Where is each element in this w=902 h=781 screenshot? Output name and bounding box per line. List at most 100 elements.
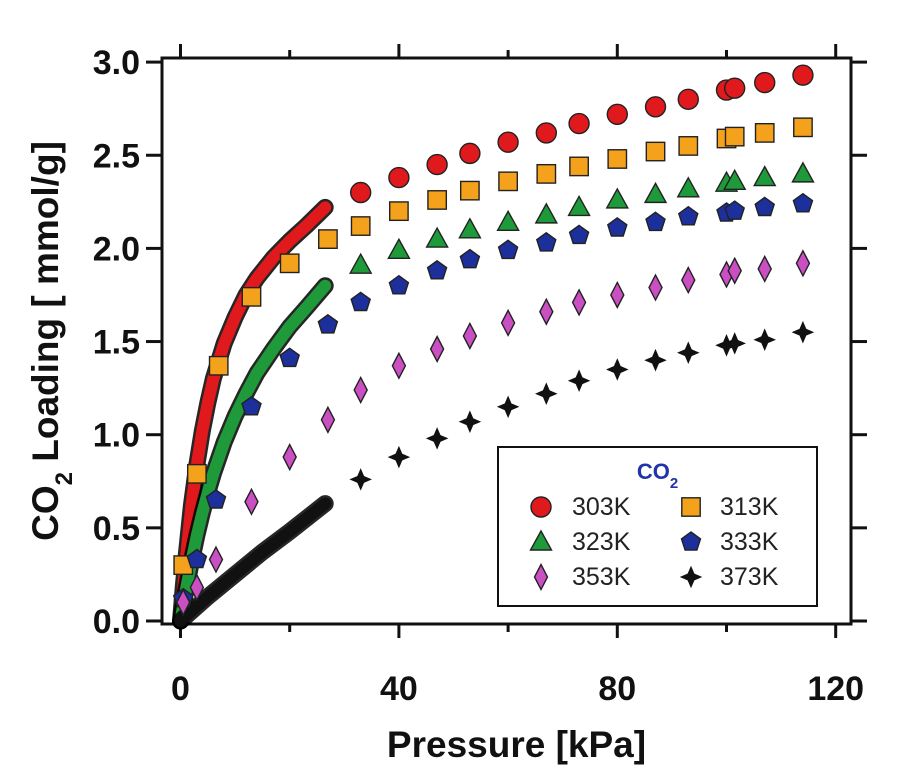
data-point-353K: [500, 308, 516, 337]
series-373K: [349, 320, 815, 491]
legend-label-303K: 303K: [572, 493, 631, 521]
data-point-303K: [677, 88, 699, 111]
data-point-303K: [792, 64, 814, 86]
data-point-303K: [754, 71, 776, 94]
data-point-333K: [497, 239, 519, 260]
data-point-353K: [571, 288, 587, 317]
y-axis-title: CO2 Loading [ mmol/g]: [25, 141, 78, 541]
data-point-313K: [569, 156, 589, 177]
data-point-323K: [567, 194, 591, 217]
data-point-313K: [498, 171, 518, 192]
data-point-333K: [426, 259, 448, 280]
data-point-313K: [279, 253, 300, 274]
axes: 0 40 80 120 0.0 0.5 1.0 1.5 2.0 2.5 3.0: [93, 44, 867, 708]
data-point-333K: [535, 231, 557, 252]
data-point-353K: [648, 273, 663, 302]
data-point-313K: [318, 229, 338, 249]
data-point-313K: [350, 216, 371, 236]
fit-curve-373K: [174, 497, 332, 627]
series-313K: [173, 117, 813, 576]
data-point-333K: [792, 192, 814, 213]
data-point-333K: [350, 291, 372, 312]
legend-marker-303K: [530, 496, 552, 518]
data-point-353K: [680, 266, 696, 295]
data-point-323K: [496, 209, 520, 232]
series-323K: [348, 161, 815, 274]
data-point-313K: [607, 149, 628, 169]
y-tick-label: 3.0: [93, 44, 140, 82]
data-point-353K: [282, 443, 297, 472]
data-point-323K: [605, 187, 629, 209]
data-point-313K: [724, 126, 745, 147]
x-tick-label: 40: [380, 670, 418, 708]
legend-marker-353K: [533, 562, 549, 592]
data-point-323K: [643, 181, 668, 204]
data-point-353K: [391, 351, 407, 380]
data-point-373K: [567, 369, 591, 392]
data-point-313K: [645, 141, 666, 162]
data-point-353K: [175, 588, 191, 617]
data-point-313K: [208, 355, 229, 376]
data-point-333K: [186, 548, 208, 569]
data-point-333K: [388, 274, 410, 295]
data-point-323K: [348, 252, 373, 274]
data-point-353K: [208, 545, 224, 574]
legend-title: CO2: [637, 459, 678, 492]
data-point-313K: [241, 286, 262, 307]
data-point-353K: [727, 256, 742, 285]
data-point-323K: [458, 217, 482, 239]
data-point-313K: [186, 463, 207, 484]
data-point-333K: [677, 205, 699, 226]
legend-label-323K: 323K: [572, 528, 631, 556]
data-point-323K: [676, 176, 700, 198]
data-point-353K: [189, 573, 205, 602]
legend-marker-333K: [680, 531, 702, 551]
data-point-373K: [723, 332, 746, 355]
y-tick-label: 1.5: [93, 324, 140, 362]
data-point-373K: [677, 341, 700, 364]
data-point-323K: [723, 168, 747, 191]
data-point-313K: [389, 201, 409, 222]
axis-labels: Pressure [kPa] CO2 Loading [ mmol/g]: [25, 141, 646, 765]
series-303K: [349, 64, 814, 204]
data-point-373K: [644, 348, 667, 372]
series-333K: [172, 192, 814, 608]
data-point-323K: [425, 226, 449, 248]
data-point-353K: [462, 321, 478, 350]
data-point-373K: [349, 468, 372, 491]
data-point-313K: [678, 136, 699, 156]
legend-label-333K: 333K: [720, 528, 779, 556]
data-point-373K: [387, 445, 411, 469]
data-point-333K: [241, 395, 262, 416]
data-point-373K: [458, 410, 482, 433]
data-point-333K: [279, 347, 301, 368]
legend-label-353K: 353K: [572, 563, 631, 591]
y-tick-label: 0.0: [93, 603, 140, 641]
x-tick-label: 0: [171, 670, 190, 708]
data-point-353K: [353, 375, 368, 405]
data-point-323K: [534, 202, 559, 224]
data-point-333K: [606, 217, 628, 237]
series-353K: [175, 249, 811, 617]
data-point-373K: [425, 427, 449, 450]
data-point-333K: [568, 224, 590, 245]
data-point-303K: [426, 153, 448, 176]
data-points: [172, 64, 815, 617]
data-point-353K: [539, 297, 554, 326]
data-point-313K: [793, 117, 813, 138]
x-tick-label: 120: [807, 670, 864, 708]
data-point-373K: [496, 395, 520, 419]
data-point-353K: [320, 405, 336, 434]
y-tick-label: 2.0: [93, 230, 140, 268]
legend-marker-373K: [679, 565, 703, 589]
data-point-303K: [644, 96, 667, 118]
data-point-303K: [606, 103, 628, 125]
data-point-303K: [349, 181, 372, 204]
x-tick-label: 80: [598, 670, 636, 708]
data-point-353K: [610, 280, 625, 309]
data-point-303K: [459, 142, 481, 165]
data-point-333K: [645, 211, 666, 232]
x-axis-title: Pressure [kPa]: [387, 724, 646, 765]
